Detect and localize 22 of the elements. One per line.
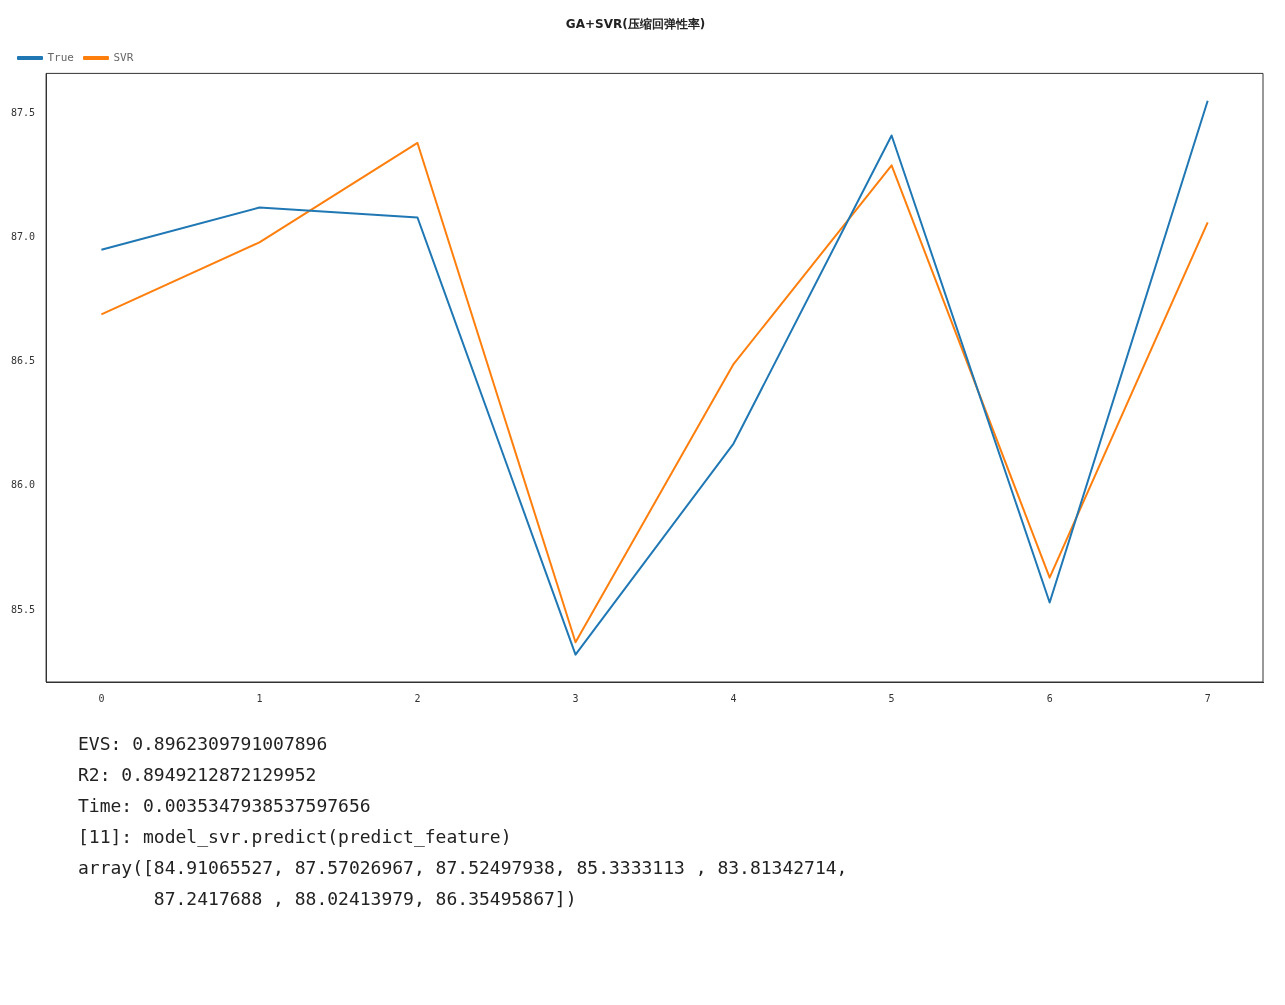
y-tick-label: 87.5 — [10, 106, 36, 118]
y-tick-label: 87.0 — [10, 230, 36, 242]
x-tick-label: 4 — [730, 692, 737, 704]
y-tick-label: 86.5 — [10, 355, 36, 367]
x-tick-label: 6 — [1046, 692, 1053, 704]
text: array([84.91065527, 87.57026967, 87.52497938, 85.3333113 , 83.81342714, — [78, 856, 849, 880]
x-tick-label: 7 — [1204, 692, 1211, 704]
x-tick-label: 0 — [98, 692, 105, 704]
y-tick-label: 86.0 — [10, 479, 36, 491]
y-tick-label: 85.5 — [10, 603, 36, 615]
text: 87.2417688 , 88.02413979, 86.35495867]) — [152, 887, 578, 911]
x-tick-label: 3 — [572, 692, 579, 704]
text: EVS: 0.8962309791007896 — [78, 732, 329, 756]
legend-label: True — [47, 50, 74, 64]
x-tick-label: 2 — [414, 692, 421, 704]
x-tick-label: 5 — [888, 692, 895, 704]
legend-label: SVR — [113, 50, 134, 64]
text: [11]: model_svr.predict(predict_feature) — [78, 825, 513, 849]
text: R2: 0.8949212872129952 — [78, 763, 318, 787]
x-tick-label: 1 — [256, 692, 263, 704]
chart-title: GA+SVR(压缩回弹性率) — [565, 17, 706, 32]
text: Time: 0.0035347938537597656 — [78, 794, 372, 818]
